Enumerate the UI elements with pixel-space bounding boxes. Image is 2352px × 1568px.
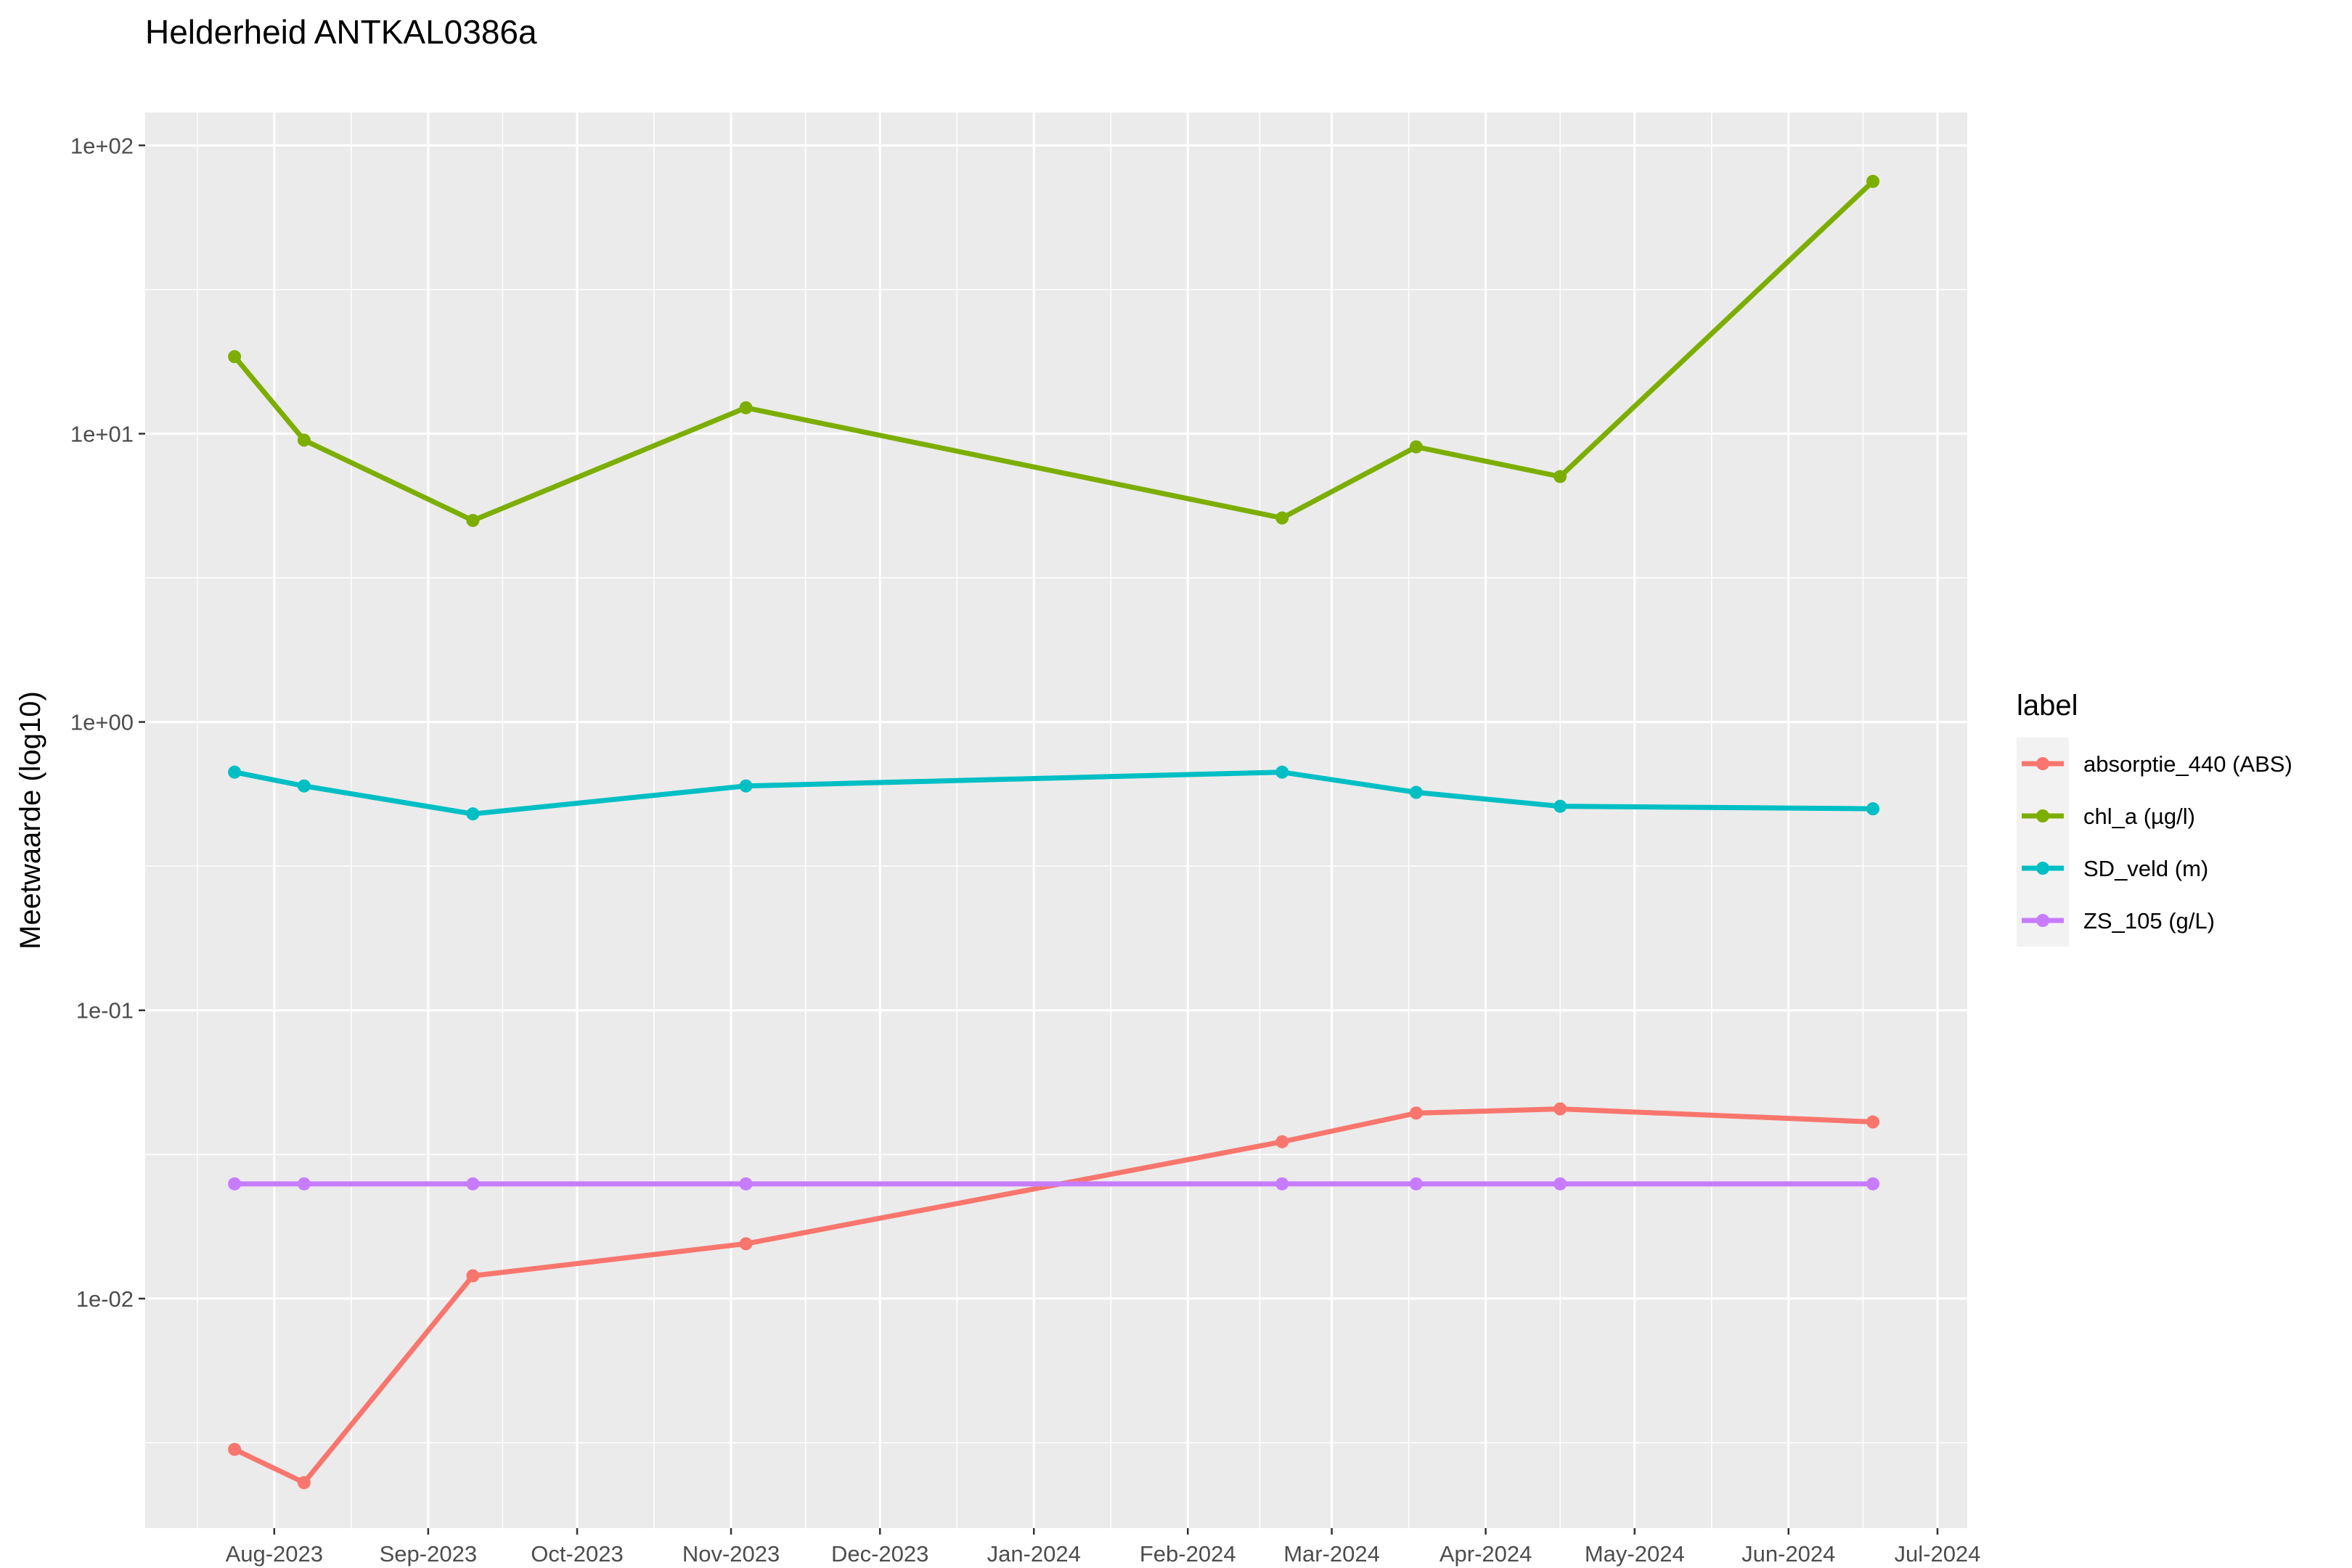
series-2 (228, 765, 1880, 821)
y-axis-title: Meetwaarde (log10) (15, 691, 46, 950)
data-point (1866, 802, 1880, 816)
data-point (297, 1476, 311, 1490)
data-point (1409, 1177, 1423, 1191)
y-tick-label: 1e+00 (70, 710, 134, 735)
data-point (466, 513, 480, 527)
legend-item: SD_veld (m) (2017, 842, 2208, 894)
data-point (466, 807, 480, 821)
y-tick-label: 1e-02 (76, 1286, 134, 1312)
data-point (228, 1177, 242, 1191)
x-tick-label: Sep-2023 (380, 1541, 477, 1567)
series-0 (228, 1102, 1880, 1490)
data-point (466, 1269, 480, 1283)
data-point (739, 1237, 753, 1251)
legend-item: absorptie_440 (ABS) (2017, 738, 2292, 790)
legend-title: label (2017, 690, 2078, 722)
data-point (1866, 174, 1880, 188)
legend-item: chl_a (µg/l) (2017, 790, 2195, 842)
x-tick-label: Dec-2023 (831, 1541, 928, 1567)
series-line (234, 769, 1874, 817)
data-point (1553, 1177, 1567, 1191)
series-1 (228, 174, 1880, 527)
data-point (228, 765, 242, 779)
x-tick-label: Feb-2024 (1140, 1541, 1236, 1567)
data-point (739, 779, 753, 793)
data-point (1553, 470, 1567, 483)
legend-key-point (2036, 862, 2049, 875)
data-point (1866, 1177, 1880, 1191)
legend-key-point (2036, 914, 2049, 927)
data-point (1553, 799, 1567, 813)
data-point (297, 779, 311, 793)
y-tick-label: 1e+02 (70, 133, 134, 158)
x-tick-label: May-2024 (1585, 1541, 1685, 1567)
data-point (228, 1442, 242, 1456)
y-tick-label: 1e-01 (76, 998, 134, 1024)
series-3 (228, 1177, 1880, 1191)
legend-item: ZS_105 (g/L) (2017, 894, 2215, 947)
legend-key-point (2036, 809, 2049, 822)
data-point (739, 401, 753, 415)
data-point (1409, 440, 1423, 454)
data-point (739, 1177, 753, 1191)
x-tick-label: Jan-2024 (987, 1541, 1081, 1567)
chart-title: Helderheid ANTKAL0386a (145, 13, 537, 51)
legend: label absorptie_440 (ABS) chl_a (µg/l) SD_… (2017, 690, 2292, 947)
series-line (233, 1106, 1874, 1485)
data-point (1275, 511, 1289, 525)
data-point (297, 1177, 311, 1191)
legend-key-point (2036, 757, 2049, 770)
data-point (1275, 1177, 1289, 1191)
data-point (1409, 785, 1423, 799)
x-tick-label: Mar-2024 (1283, 1541, 1380, 1567)
data-point (466, 1177, 480, 1191)
grid (145, 113, 1967, 1528)
data-point (1275, 1135, 1289, 1148)
plot-panel (145, 113, 1967, 1528)
data-point (1275, 765, 1289, 779)
data-point (1866, 1115, 1880, 1129)
legend-label: SD_veld (m) (2083, 856, 2208, 881)
data-point (228, 350, 242, 364)
series-line (232, 179, 1875, 523)
legend-label: absorptie_440 (ABS) (2083, 751, 2292, 777)
x-axis: Aug-2023 Sep-2023 Oct-2023 Nov-2023 Dec-2023… (226, 1528, 1981, 1567)
x-tick-label: Aug-2023 (226, 1541, 323, 1567)
x-tick-label: Jul-2024 (1895, 1541, 1981, 1567)
x-tick-label: Jun-2024 (1741, 1541, 1835, 1567)
data-point (297, 433, 311, 447)
y-tick-label: 1e+01 (70, 421, 134, 446)
data-point (1409, 1106, 1423, 1120)
series-lines (228, 174, 1880, 1490)
legend-label: chl_a (µg/l) (2083, 804, 2195, 829)
y-axis: 1e+02 1e+01 1e+00 1e-01 1e-02 (70, 133, 145, 1312)
x-tick-label: Apr-2024 (1440, 1541, 1532, 1567)
data-point (1553, 1102, 1567, 1116)
legend-label: ZS_105 (g/L) (2083, 908, 2215, 934)
x-tick-label: Oct-2023 (531, 1541, 624, 1567)
x-tick-label: Nov-2023 (682, 1541, 780, 1567)
